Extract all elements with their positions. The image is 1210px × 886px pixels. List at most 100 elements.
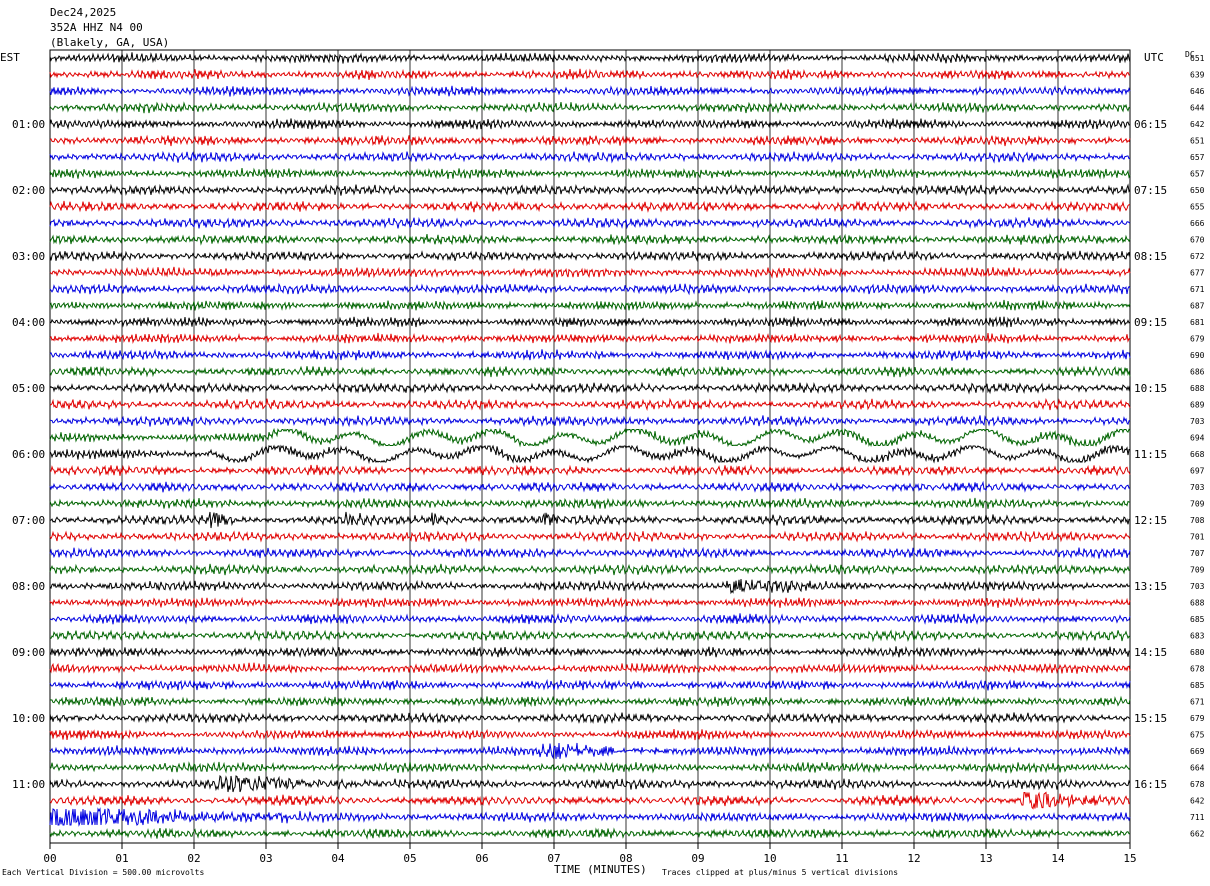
trace-15 (49, 282, 1131, 296)
header-date: Dec24,2025 (50, 6, 116, 19)
dc-offset-label: 697 (1190, 467, 1205, 476)
trace-30 (49, 530, 1131, 543)
dc-offset-label: 677 (1190, 269, 1205, 278)
dc-offset-label: 690 (1190, 351, 1205, 360)
right-hour-label: 15:15 (1134, 712, 1167, 725)
plot-frame (49, 49, 1131, 844)
dc-offset-label: 711 (1190, 813, 1205, 822)
trace-36 (49, 629, 1131, 643)
right-hour-label: 13:15 (1134, 580, 1167, 593)
dc-offset-label: 669 (1190, 747, 1205, 756)
x-tick-label: 06 (475, 852, 488, 865)
x-tick-label: 07 (547, 852, 560, 865)
x-tick-label: 00 (43, 852, 56, 865)
dc-offset-label: 671 (1190, 285, 1205, 294)
trace-13 (49, 249, 1131, 262)
left-hour-label: 11:00 (12, 778, 45, 791)
dc-offset-label: 650 (1190, 186, 1205, 195)
trace-26 (49, 464, 1131, 477)
dc-offset-label: 703 (1190, 417, 1205, 426)
dc-offset-label: 666 (1190, 219, 1205, 228)
dc-offset-label: 679 (1190, 335, 1205, 344)
trace-22 (49, 397, 1131, 412)
x-tick-label: 11 (835, 852, 848, 865)
x-tick-label: 01 (115, 852, 128, 865)
trace-20 (49, 365, 1131, 378)
dc-offset-label: 670 (1190, 236, 1205, 245)
dc-offset-label: 639 (1190, 71, 1205, 80)
dc-offset-label: 683 (1190, 632, 1205, 641)
trace-7 (49, 150, 1131, 164)
trace-38 (49, 662, 1131, 675)
dc-offset-label: 678 (1190, 665, 1205, 674)
dc-offset-labels: 651 639 646 644 642 651 657 657 650 655 666 670 672 6… (1190, 54, 1205, 839)
trace-6 (49, 134, 1131, 147)
left-hour-label: 10:00 (12, 712, 45, 725)
trace-3 (49, 84, 1131, 97)
right-hour-label: 07:15 (1134, 184, 1167, 197)
dc-offset-label: 708 (1190, 516, 1205, 525)
x-tick-label: 09 (691, 852, 704, 865)
dc-offset-label: 709 (1190, 566, 1205, 575)
header-station: 352A HHZ N4 00 (50, 21, 143, 34)
dc-offset-label: 681 (1190, 318, 1205, 327)
trace-32 (49, 562, 1131, 576)
dc-offset-label: 657 (1190, 153, 1205, 162)
dc-offset-label: 671 (1190, 698, 1205, 707)
trace-25 (49, 444, 1130, 464)
left-hour-label: 05:00 (12, 382, 45, 395)
trace-2 (49, 68, 1131, 81)
right-hour-label: 12:15 (1134, 514, 1167, 527)
dc-offset-label: 707 (1190, 549, 1205, 558)
right-hour-label: 11:15 (1134, 448, 1167, 461)
minute-gridlines (121, 50, 1059, 843)
trace-35 (49, 613, 1131, 626)
clip-note: Traces clipped at plus/minus 5 vertical … (662, 868, 898, 877)
dc-offset-label: 703 (1190, 582, 1205, 591)
dc-offset-label: 701 (1190, 533, 1205, 542)
trace-48 (49, 827, 1131, 840)
trace-19 (49, 348, 1131, 361)
x-tick-label: 13 (979, 852, 992, 865)
left-hour-label: 07:00 (12, 514, 45, 527)
dc-offset-label: 668 (1190, 450, 1205, 459)
left-hour-label: 06:00 (12, 448, 45, 461)
trace-9 (49, 183, 1131, 197)
trace-41 (49, 711, 1131, 725)
trace-45 (49, 774, 1131, 793)
trace-1 (49, 52, 1131, 64)
trace-28 (49, 497, 1131, 510)
x-tick-label: 03 (259, 852, 272, 865)
dc-offset-label: 694 (1190, 434, 1205, 443)
dc-offset-label: 642 (1190, 120, 1205, 129)
trace-40 (49, 695, 1131, 708)
dc-offset-label: 642 (1190, 797, 1205, 806)
trace-16 (49, 299, 1131, 311)
trace-23 (49, 415, 1131, 428)
dc-offset-label: 680 (1190, 648, 1205, 657)
dc-offset-label: 688 (1190, 384, 1205, 393)
x-tick-label: 02 (187, 852, 200, 865)
dc-offset-label: 664 (1190, 764, 1205, 773)
trace-14 (49, 266, 1131, 279)
trace-33 (49, 578, 1131, 595)
left-hour-label: 04:00 (12, 316, 45, 329)
dc-offset-label: 646 (1190, 87, 1205, 96)
trace-31 (49, 546, 1131, 560)
x-tick-label: 08 (619, 852, 632, 865)
trace-10 (49, 200, 1131, 213)
right-hour-label: 06:15 (1134, 118, 1167, 131)
trace-46 (49, 791, 1130, 810)
trace-11 (49, 216, 1131, 230)
dc-offset-label: 689 (1190, 401, 1205, 410)
right-hour-labels: 06:15 07:15 08:15 09:15 10:15 11:15 12:15 13:15… (1134, 118, 1167, 791)
right-axis-title: UTC (1144, 51, 1164, 64)
trace-12 (49, 233, 1131, 246)
x-axis-label: TIME (MINUTES) (554, 863, 647, 876)
trace-37 (49, 646, 1131, 659)
trace-4 (49, 101, 1131, 115)
dc-offset-label: 651 (1190, 54, 1205, 63)
left-hour-label: 09:00 (12, 646, 45, 659)
trace-42 (49, 728, 1131, 741)
right-hour-label: 16:15 (1134, 778, 1167, 791)
